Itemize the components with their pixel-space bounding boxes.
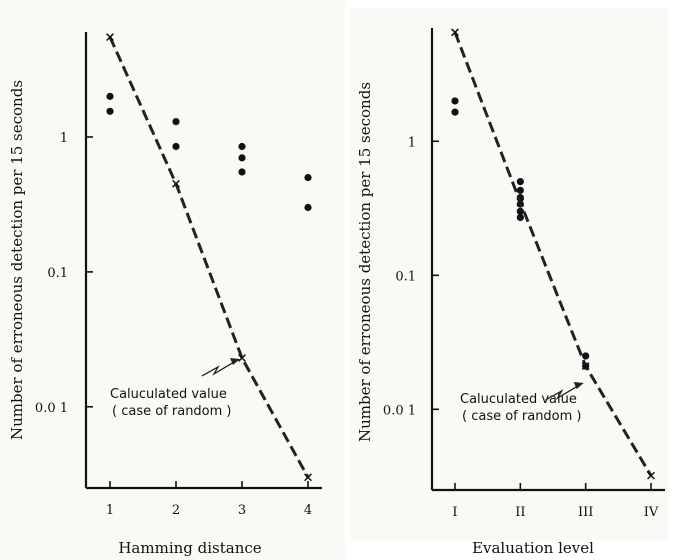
data-point-dot [304,173,312,182]
y-tick-label: 0.1 [47,266,68,281]
x-tick-label: I [452,505,457,520]
y-tick-label: 1 [60,131,68,146]
data-point-dot [172,118,180,126]
y-tick-label: 0.1 [395,269,416,284]
annotation-text: ( case of random ) [112,404,232,419]
annotation-arrow [545,384,580,401]
data-point-cross [304,473,312,482]
x-tick-label: III [578,505,593,520]
data-point-cross [451,28,459,37]
data-point-dot [451,108,459,116]
annotation-text: ( case of random ) [462,409,582,424]
data-point-cross [581,362,590,371]
chart-2-background [350,8,668,540]
x-tick-label: 4 [304,503,312,518]
data-point-dot [516,213,524,222]
annotation-arrow [201,360,237,377]
annotation-text: Caluculated value [110,387,227,402]
data-point-dot [238,168,246,176]
x-tick-label: 1 [106,503,114,518]
x-tick-label: 3 [238,503,246,518]
data-point-cross [516,198,525,207]
data-point-dot [582,352,590,360]
annotation-text: Caluculated value [460,392,577,407]
y-axis-title: Number of erroneous detection per 15 sec… [8,80,26,440]
x-tick-label: II [515,505,525,520]
y-tick-label: 0.0 1 [35,401,68,416]
data-point-dot [451,97,459,105]
data-point-cross [238,354,246,362]
x-tick-label: 2 [172,503,180,518]
y-tick-label: 0.0 1 [383,403,416,418]
x-tick-label: IV [644,505,659,520]
y-axis-title: Number of erroneous detection per 15 sec… [356,82,374,442]
data-point-cross [172,179,180,188]
data-point-dot [172,142,180,151]
data-point-dot [516,207,524,215]
calculated-value-line [453,31,653,477]
data-point-cross [106,33,114,42]
data-point-cross [647,471,655,480]
chart-1: 1 0.1 0.0 1 1 2 3 4 Number of erroneous detecti… [0,0,345,560]
annotation-arrowhead [573,381,584,389]
y-tick-label: 1 [408,135,416,150]
x-axis-title: Evaluation level [472,539,594,557]
data-point-dot [516,186,524,194]
data-point-dot [106,92,114,100]
calculated-value-line [108,36,310,479]
data-point-dot [238,142,246,151]
data-point-dot [516,178,524,186]
chart-1-background [0,0,345,560]
data-point-dot [238,154,246,162]
data-point-dot [106,107,114,115]
x-axis-title: Hamming distance [118,539,261,557]
annotation-arrowhead [230,357,240,365]
data-point-dot [304,203,312,212]
